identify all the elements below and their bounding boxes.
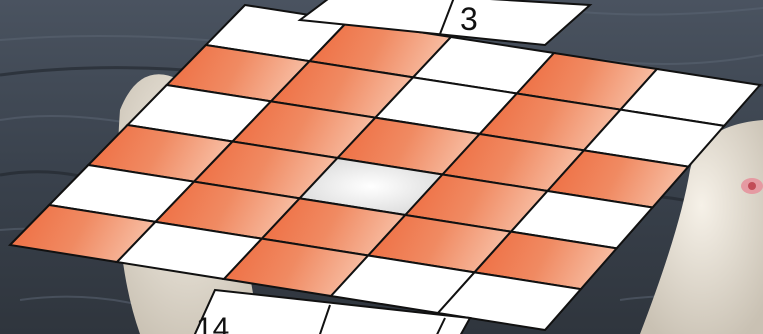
duck-head xyxy=(640,120,763,334)
bottom-tile-divider xyxy=(319,304,331,334)
game-board xyxy=(7,3,762,332)
duck-eye xyxy=(748,182,756,190)
top-tile-label: 3 xyxy=(460,1,478,37)
bottom-tile-group: 14 xyxy=(190,288,472,334)
bottom-tile-divider xyxy=(436,317,446,334)
board-cell-r5-c4[interactable] xyxy=(436,271,583,332)
top-tile-divider xyxy=(439,0,455,35)
bottom-tile[interactable] xyxy=(190,288,472,334)
bottom-tile-label: 14 xyxy=(196,312,229,334)
